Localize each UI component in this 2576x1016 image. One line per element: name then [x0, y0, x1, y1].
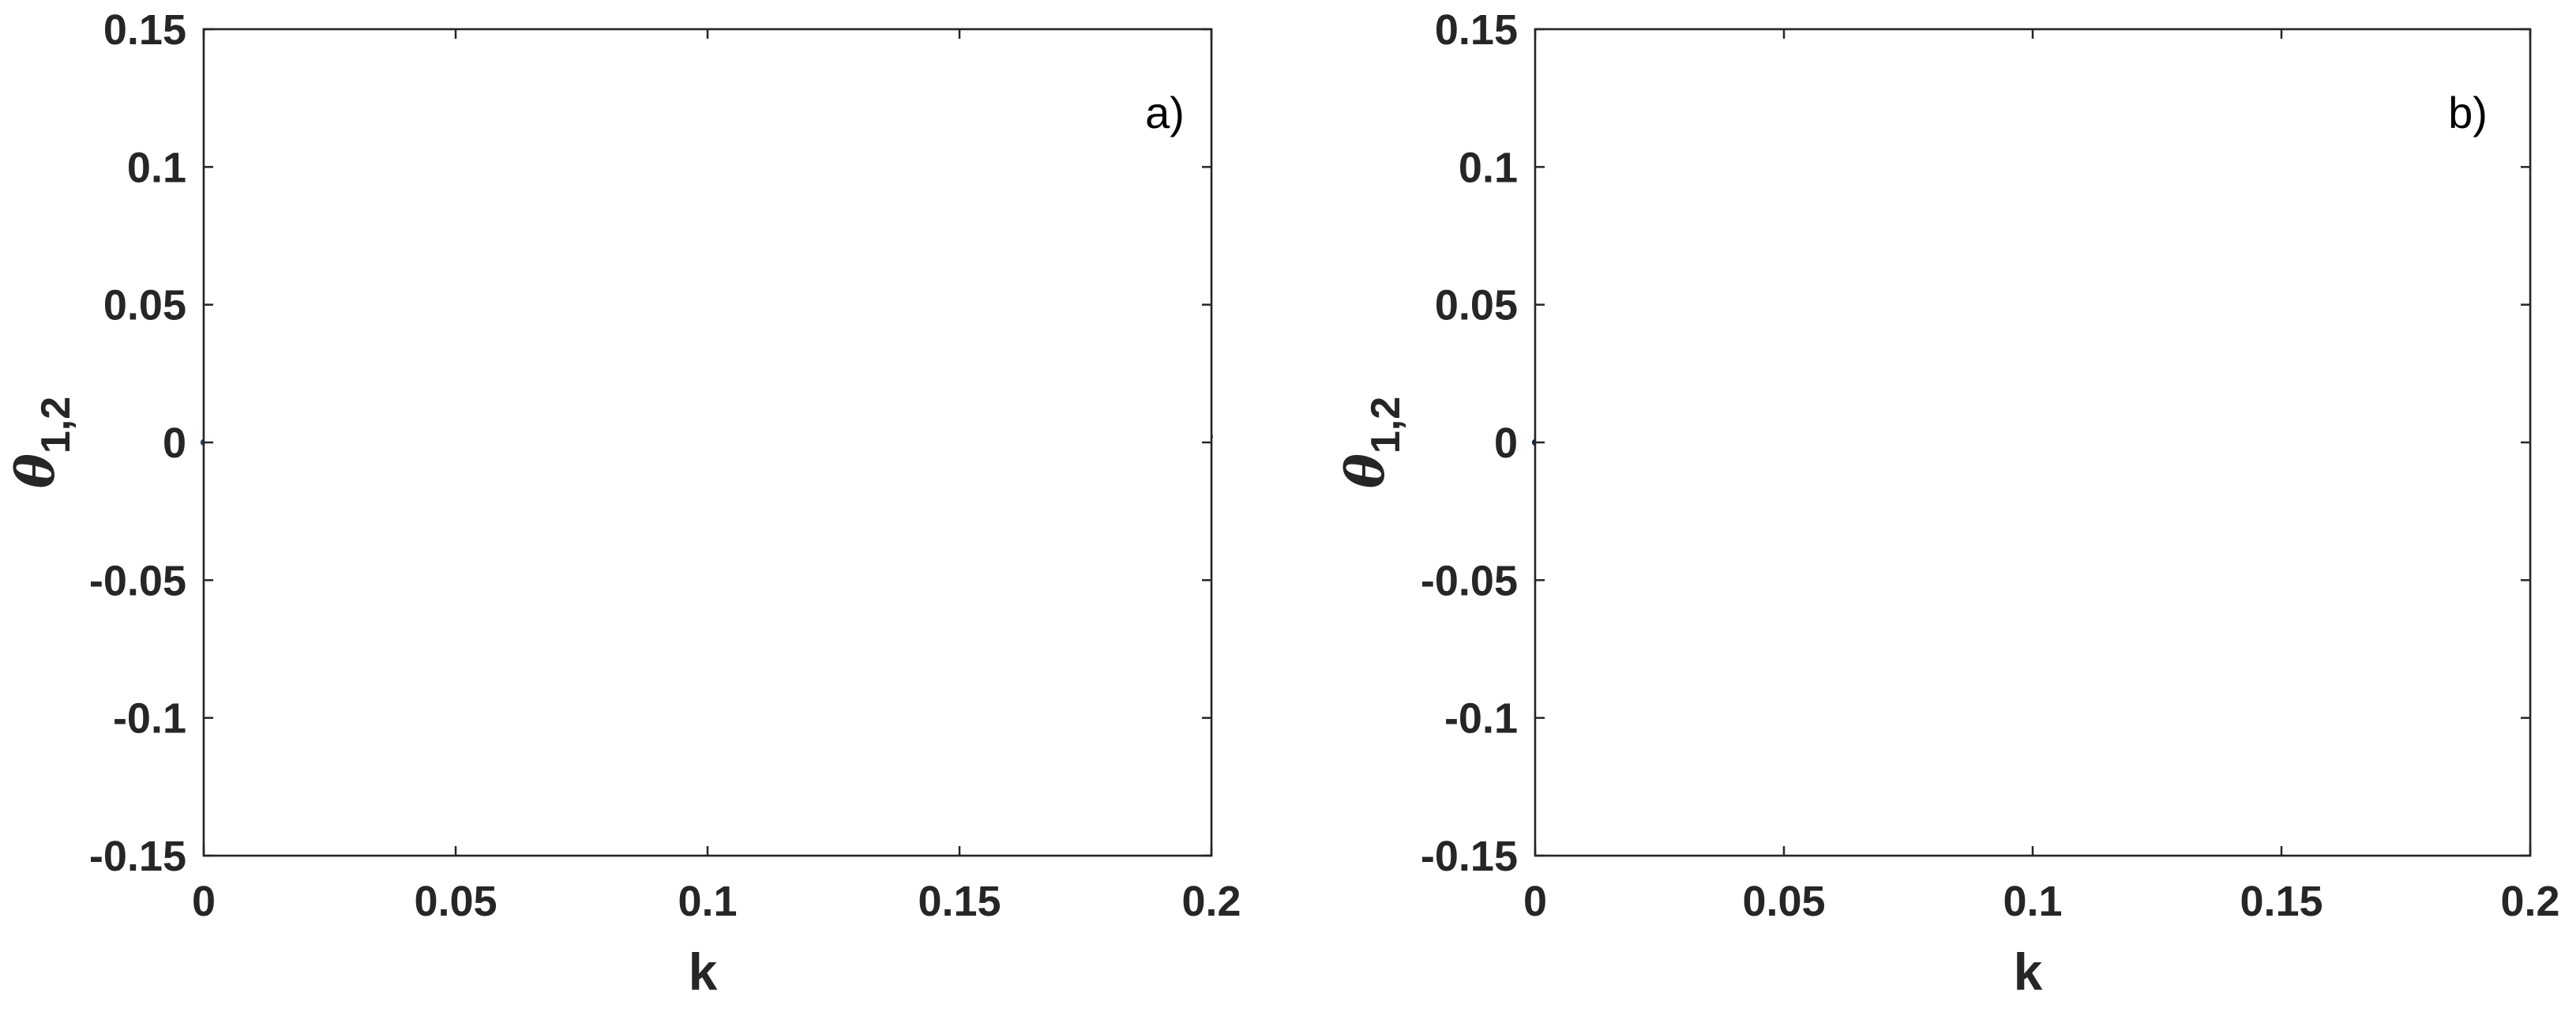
- y-tick-label: -0.15: [89, 833, 186, 880]
- y-axis-label: θ1,2: [1335, 397, 1409, 488]
- y-tick-label: -0.05: [89, 557, 186, 604]
- x-tick-label: 0.05: [414, 878, 497, 925]
- x-axis-label: k: [2014, 943, 2043, 1001]
- y-tick-label: -0.1: [113, 695, 186, 743]
- panel-label: b): [2448, 88, 2488, 137]
- y-tick-label: -0.15: [1421, 833, 1518, 880]
- y-tick-label: 0.15: [103, 6, 186, 54]
- y-tick-label: 0.1: [1459, 144, 1518, 191]
- x-tick-label: 0.05: [1742, 878, 1825, 925]
- y-tick-label: 0.1: [127, 144, 186, 191]
- y-tick-label: 0.05: [103, 282, 186, 329]
- x-tick-label: 0.2: [2500, 878, 2559, 925]
- x-tick-label: 0: [192, 878, 216, 925]
- y-tick-label: 0: [1494, 420, 1518, 467]
- axes-frame: [1534, 28, 2532, 857]
- y-axis-label-symbol: θ: [1335, 453, 1396, 488]
- y-axis-label-subscript: 1,2: [33, 397, 79, 453]
- x-tick-label: 0: [1523, 878, 1547, 925]
- y-tick-label: 0: [163, 420, 186, 467]
- x-tick-label: 0.1: [2003, 878, 2062, 925]
- x-tick-label: 0.15: [2240, 878, 2323, 925]
- y-axis-label: θ1,2: [5, 397, 79, 488]
- y-axis-label-symbol: θ: [5, 453, 66, 488]
- x-axis-label: k: [689, 943, 718, 1001]
- y-tick-label: 0.15: [1435, 6, 1518, 54]
- y-axis-label-subscript: 1,2: [1363, 397, 1409, 453]
- chart-panel: 0 0.05 0.1 0.15 0.2 0.15 0.1 0.05 0 -0.05 -0.1 -0.1…: [5, 6, 1241, 1001]
- y-tick-label: -0.05: [1421, 557, 1518, 604]
- chart-panel: 0 0.05 0.1 0.15 0.2 0.15 0.1 0.05 0 -0.05 -0.1 -0.1…: [1335, 6, 2560, 1001]
- y-tick-label: 0.05: [1435, 282, 1518, 329]
- x-tick-label: 0.15: [918, 878, 1001, 925]
- panel-label: a): [1145, 88, 1185, 137]
- x-tick-label: 0.2: [1181, 878, 1241, 925]
- axes-frame: [202, 28, 1213, 857]
- y-tick-label: -0.1: [1444, 695, 1518, 743]
- x-tick-label: 0.1: [678, 878, 737, 925]
